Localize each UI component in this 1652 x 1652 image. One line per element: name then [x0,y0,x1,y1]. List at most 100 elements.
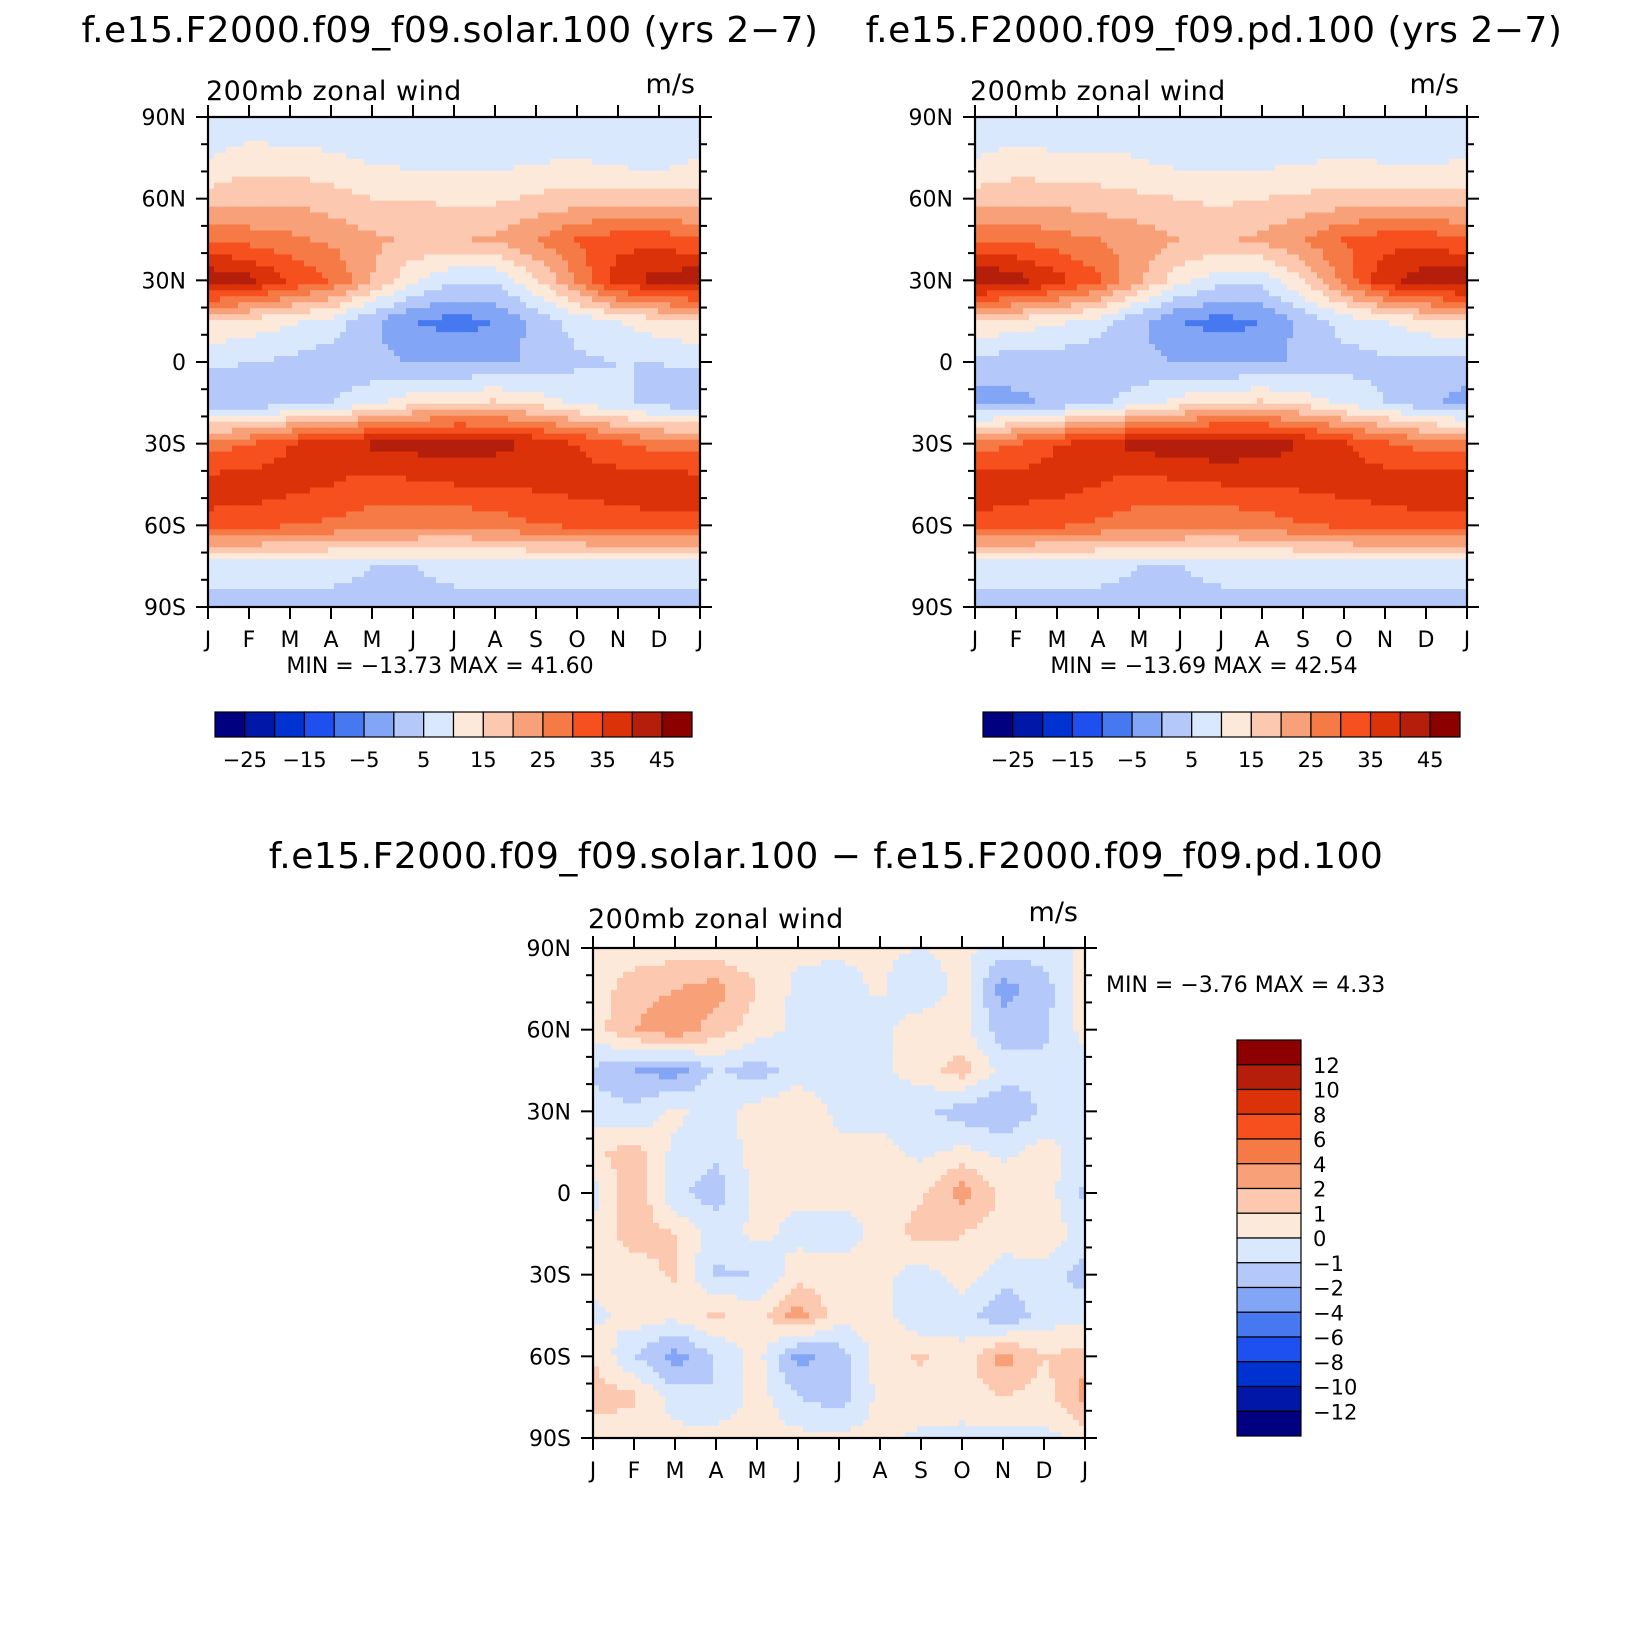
contour-cell [688,302,695,309]
contour-cell [214,236,221,244]
contour-cell [214,314,221,321]
contour-cell [550,451,557,459]
contour-cell [358,188,365,196]
contour-cell [526,182,533,190]
contour-cell [490,128,497,136]
contour-cell [442,158,449,166]
contour-cell [460,338,467,345]
contour-cell [322,254,329,262]
contour-cell [646,373,653,381]
contour-cell [568,385,575,393]
contour-cell [424,182,431,190]
contour-cell [610,320,617,327]
contour-cell [286,182,293,190]
contour-cell [292,272,299,279]
contour-cell [550,439,557,447]
contour-cell [376,140,383,148]
contour-cell [556,122,563,130]
contour-cell [664,457,671,465]
contour-cell [454,140,461,148]
contour-cell [358,206,365,214]
contour-cell [556,427,563,435]
contour-cell [454,362,461,369]
contour-cell [412,290,419,297]
contour-cell [292,224,299,232]
contour-cell [688,320,695,327]
contour-cell [574,385,581,393]
contour-cell [352,224,359,232]
contour-cell [298,194,305,202]
contour-cell [418,212,425,220]
contour-cell [298,117,305,124]
contour-cell [532,254,539,262]
contour-cell [442,373,449,381]
contour-cell [592,332,599,339]
contour-cell [346,469,353,477]
contour-cell [286,367,293,375]
contour-cell [496,254,503,262]
contour-cell [424,385,431,393]
contour-cell [622,451,629,459]
contour-cell [352,332,359,339]
contour-cell [244,302,251,309]
contour-cell [472,218,479,226]
contour-cell [340,427,347,435]
contour-cell [556,457,563,465]
contour-cell [616,379,623,387]
contour-cell [562,421,569,429]
contour-cell [676,278,683,285]
contour-cell [586,457,593,465]
contour-cell [526,134,533,142]
contour-cell [322,164,329,172]
contour-cell [370,469,377,477]
contour-cell [598,302,605,309]
contour-cell [244,218,251,226]
contour-cell [520,206,527,214]
contour-cell [304,188,311,196]
contour-cell [256,445,263,453]
contour-cell [238,272,245,279]
contour-cell [352,290,359,297]
contour-cell [682,242,689,250]
contour-cell [670,134,677,142]
contour-cell [346,367,353,375]
contour-cell [478,266,485,273]
contour-cell [316,314,323,321]
contour-cell [316,272,323,279]
contour-cell [520,188,527,196]
contour-cell [352,445,359,453]
contour-cell [436,128,443,136]
contour-cell [304,158,311,166]
contour-cell [214,158,221,166]
contour-cell [478,182,485,190]
contour-cell [352,362,359,369]
contour-cell [610,332,617,339]
contour-cell [352,302,359,309]
contour-cell [532,122,539,130]
contour-cell [628,350,635,357]
contour-cell [304,117,311,124]
contour-cell [616,254,623,262]
contour-cell [682,164,689,172]
contour-cell [244,278,251,285]
contour-cell [490,146,497,154]
contour-cell [472,326,479,333]
contour-cell [598,296,605,303]
contour-cell [244,367,251,375]
contour-cell [370,302,377,309]
contour-cell [220,122,227,130]
contour-cell [274,117,281,124]
contour-cell [604,206,611,214]
contour-cell [478,344,485,351]
contour-cell [502,350,509,357]
contour-cell [610,212,617,220]
contour-cell [478,128,485,136]
contour-cell [664,451,671,459]
contour-cell [544,278,551,285]
contour-cell [406,344,413,351]
contour-cell [310,463,317,471]
contour-cell [526,469,533,477]
contour-cell [514,451,521,459]
contour-cell [670,332,677,339]
contour-cell [604,320,611,327]
